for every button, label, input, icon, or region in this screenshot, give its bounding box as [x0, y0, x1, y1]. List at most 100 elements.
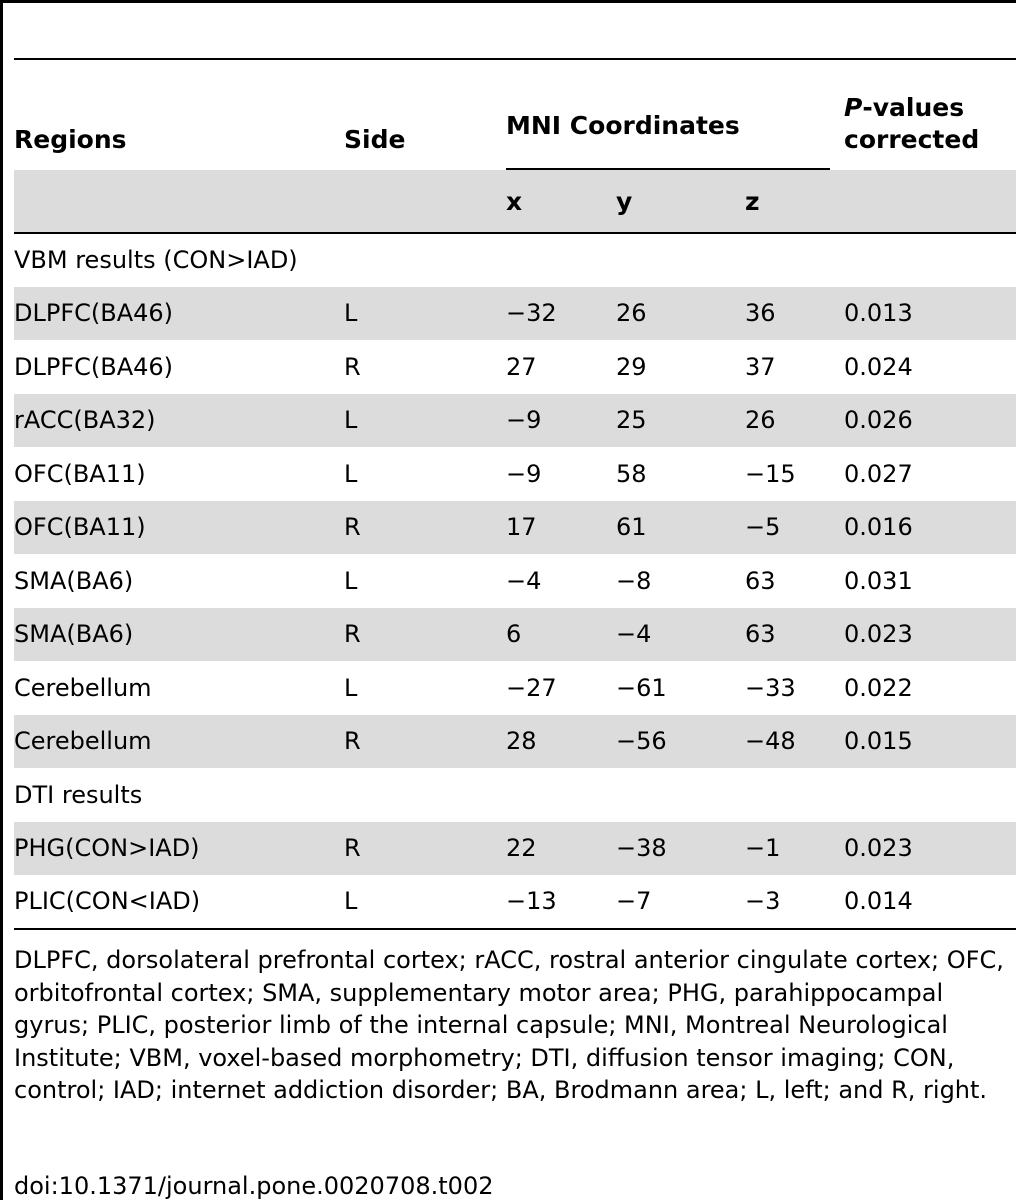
cell-region: DLPFC(BA46): [14, 340, 344, 394]
cell-x: −4: [506, 554, 616, 608]
top-border-rule: [3, 0, 1016, 3]
subheader-empty-side: [344, 170, 506, 233]
cell-y: −56: [616, 714, 745, 768]
cell-z: 63: [745, 554, 844, 608]
header-p-rest: -values: [862, 93, 965, 122]
table-row: SMA(BA6) L −4 −8 63 0.031: [14, 554, 1016, 608]
header-mni-label: MNI Coordinates: [506, 111, 740, 140]
cell-z: −48: [745, 714, 844, 768]
table-row: rACC(BA32) L −9 25 26 0.026: [14, 393, 1016, 447]
header-p-values: P-values corrected: [844, 59, 1016, 170]
cell-region: PLIC(CON<IAD): [14, 875, 344, 930]
cell-x: −27: [506, 661, 616, 715]
cell-side: L: [344, 554, 506, 608]
cell-y: 25: [616, 393, 745, 447]
table-body: VBM results (CON>IAD) DLPFC(BA46) L −32 26 36…: [14, 232, 1016, 930]
results-table-container: Regions Side MNI Coordinates P-values cor…: [14, 58, 1016, 930]
cell-x: 28: [506, 714, 616, 768]
section-label: DTI results: [14, 768, 1016, 822]
cell-x: 6: [506, 607, 616, 661]
cell-region: SMA(BA6): [14, 607, 344, 661]
results-table: Regions Side MNI Coordinates P-values cor…: [14, 58, 1016, 930]
cell-z: −3: [745, 875, 844, 930]
cell-side: L: [344, 875, 506, 930]
cell-region: OFC(BA11): [14, 500, 344, 554]
cell-region: rACC(BA32): [14, 393, 344, 447]
cell-y: 58: [616, 447, 745, 501]
cell-region: PHG(CON>IAD): [14, 821, 344, 875]
cell-p: 0.027: [844, 447, 1016, 501]
cell-p: 0.023: [844, 821, 1016, 875]
cell-y: −61: [616, 661, 745, 715]
cell-side: L: [344, 447, 506, 501]
header-row: Regions Side MNI Coordinates P-values cor…: [14, 59, 1016, 170]
cell-p: 0.016: [844, 500, 1016, 554]
cell-region: SMA(BA6): [14, 554, 344, 608]
table-row: Cerebellum L −27 −61 −33 0.022: [14, 661, 1016, 715]
cell-y: −8: [616, 554, 745, 608]
cell-p: 0.022: [844, 661, 1016, 715]
cell-z: −15: [745, 447, 844, 501]
cell-side: L: [344, 286, 506, 340]
cell-y: −38: [616, 821, 745, 875]
cell-side: R: [344, 340, 506, 394]
table-row: PHG(CON>IAD) R 22 −38 −1 0.023: [14, 821, 1016, 875]
cell-side: R: [344, 607, 506, 661]
table-row: SMA(BA6) R 6 −4 63 0.023: [14, 607, 1016, 661]
cell-z: −33: [745, 661, 844, 715]
cell-x: −9: [506, 393, 616, 447]
cell-x: 22: [506, 821, 616, 875]
cell-z: −1: [745, 821, 844, 875]
cell-z: 63: [745, 607, 844, 661]
cell-side: R: [344, 821, 506, 875]
table-row: PLIC(CON<IAD) L −13 −7 −3 0.014: [14, 875, 1016, 930]
cell-x: 27: [506, 340, 616, 394]
cell-p: 0.015: [844, 714, 1016, 768]
cell-region: Cerebellum: [14, 661, 344, 715]
cell-p: 0.031: [844, 554, 1016, 608]
cell-z: 37: [745, 340, 844, 394]
mni-underline-rule: [506, 168, 830, 170]
cell-y: −4: [616, 607, 745, 661]
subheader-y: y: [616, 170, 745, 233]
table-row: OFC(BA11) L −9 58 −15 0.027: [14, 447, 1016, 501]
cell-z: 36: [745, 286, 844, 340]
table-row: OFC(BA11) R 17 61 −5 0.016: [14, 500, 1016, 554]
section-row: DTI results: [14, 768, 1016, 822]
cell-p: 0.024: [844, 340, 1016, 394]
cell-p: 0.014: [844, 875, 1016, 930]
cell-y: 26: [616, 286, 745, 340]
cell-y: 61: [616, 500, 745, 554]
cell-p: 0.013: [844, 286, 1016, 340]
cell-p: 0.026: [844, 393, 1016, 447]
header-regions: Regions: [14, 125, 127, 154]
cell-region: OFC(BA11): [14, 447, 344, 501]
cell-region: Cerebellum: [14, 714, 344, 768]
doi-line: doi:10.1371/journal.pone.0020708.t002: [14, 1172, 494, 1200]
subheader-z: z: [745, 170, 844, 233]
cell-x: −9: [506, 447, 616, 501]
cell-x: 17: [506, 500, 616, 554]
table-row: DLPFC(BA46) L −32 26 36 0.013: [14, 286, 1016, 340]
cell-x: −13: [506, 875, 616, 930]
table-footnote: DLPFC, dorsolateral prefrontal cortex; r…: [14, 946, 1004, 1104]
cell-side: R: [344, 500, 506, 554]
subheader-empty-p: [844, 170, 1016, 233]
subheader-empty-regions: [14, 170, 344, 233]
cell-side: L: [344, 661, 506, 715]
cell-p: 0.023: [844, 607, 1016, 661]
cell-z: −5: [745, 500, 844, 554]
table-row: DLPFC(BA46) R 27 29 37 0.024: [14, 340, 1016, 394]
section-row: VBM results (CON>IAD): [14, 232, 1016, 287]
cell-y: 29: [616, 340, 745, 394]
cell-y: −7: [616, 875, 745, 930]
left-border-rule: [0, 0, 3, 1200]
header-side: Side: [344, 125, 406, 154]
table-row: Cerebellum R 28 −56 −48 0.015: [14, 714, 1016, 768]
cell-z: 26: [745, 393, 844, 447]
section-label: VBM results (CON>IAD): [14, 232, 1016, 287]
cell-side: R: [344, 714, 506, 768]
header-p-corrected: corrected: [844, 125, 980, 154]
header-mni-coordinates: MNI Coordinates: [506, 59, 844, 170]
subheader-row: x y z: [14, 170, 1016, 233]
